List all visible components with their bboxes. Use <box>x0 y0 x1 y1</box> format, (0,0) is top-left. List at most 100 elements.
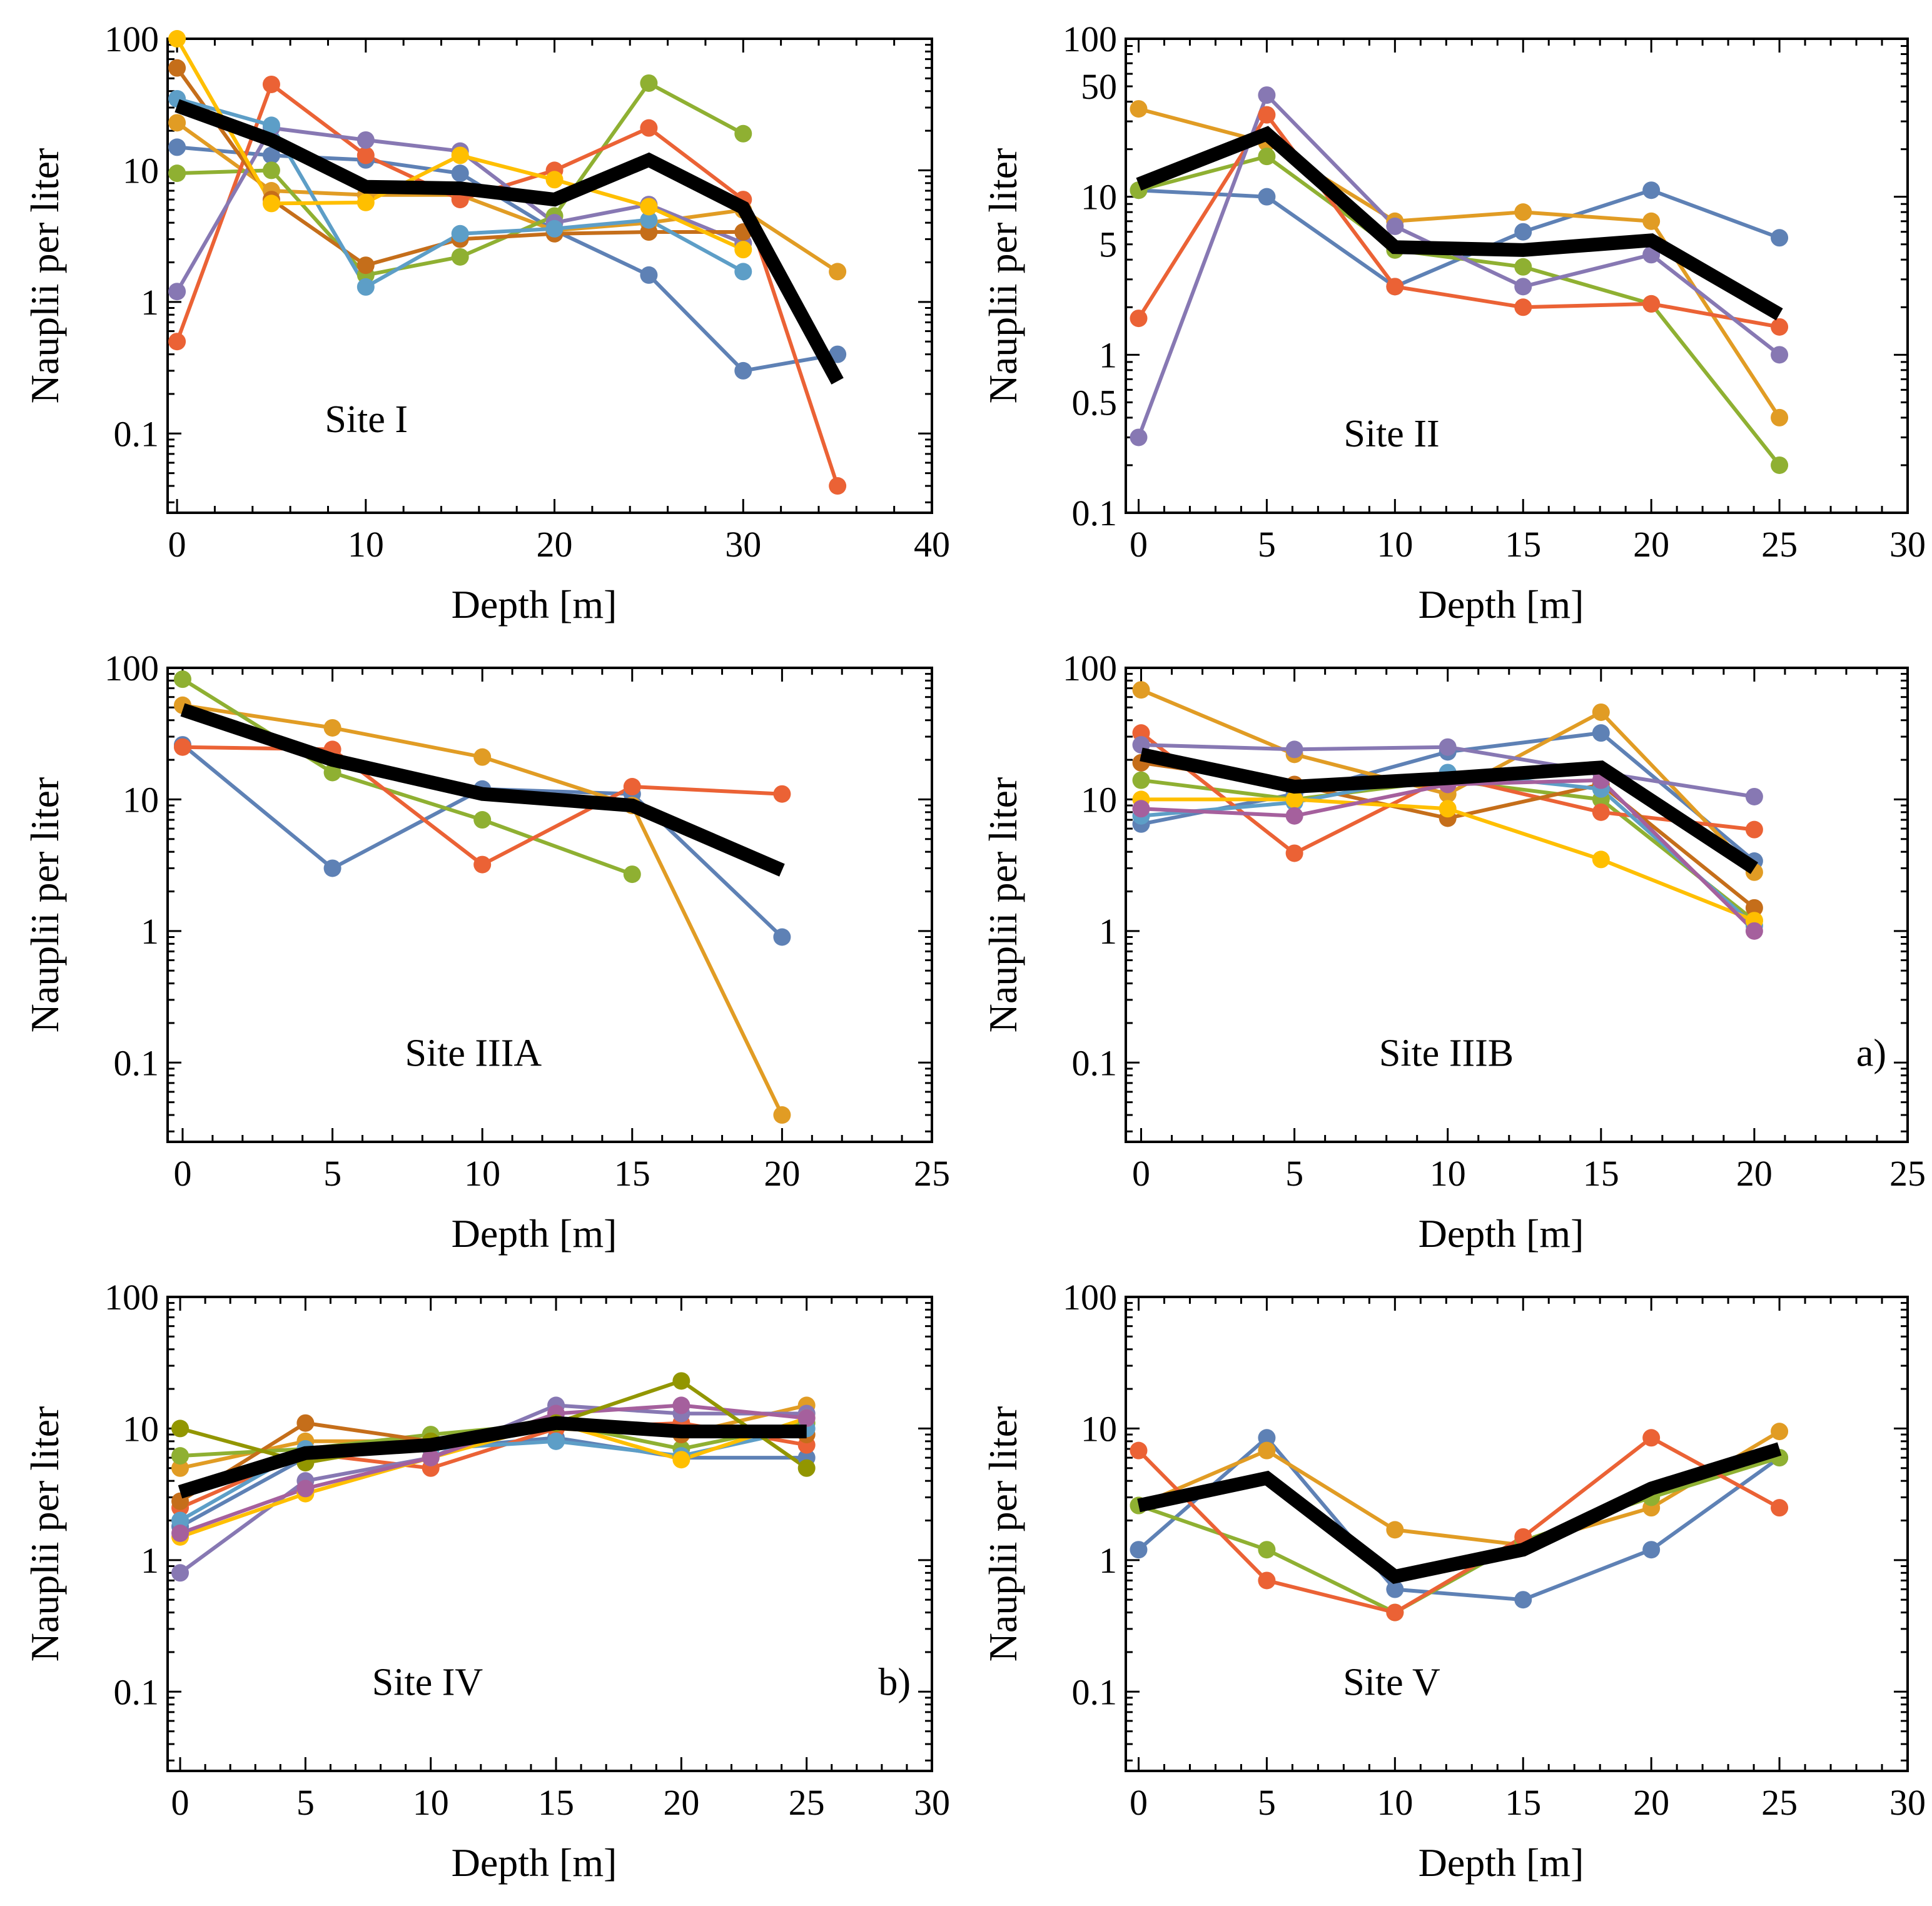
panel-1: 0 10 20 30 40 0.1 1 10 100 Depth [m] Nauplii per l… <box>23 19 950 627</box>
data-point-green <box>262 161 280 179</box>
data-point-blue <box>640 266 658 284</box>
data-point-orange <box>1771 408 1789 426</box>
data-area <box>1132 681 1763 940</box>
series-line-orange <box>1138 1430 1781 1547</box>
data-point-yellow <box>672 1451 690 1469</box>
x-tick-label: 20 <box>1633 524 1669 565</box>
x-tick-label: 5 <box>1258 1782 1276 1823</box>
data-point-blue <box>451 164 469 183</box>
x-tick-label: 20 <box>1633 1782 1669 1823</box>
y-minor-ticks <box>168 1296 932 1762</box>
data-point-orange <box>1642 212 1661 230</box>
y-tick-label: 10 <box>123 779 159 820</box>
data-point-red <box>173 738 191 756</box>
data-point-orange <box>1771 1423 1789 1441</box>
data-point-orange <box>168 114 186 132</box>
data-point-blue <box>1592 724 1610 742</box>
data-point-blue <box>773 928 791 946</box>
mean-line <box>180 703 785 877</box>
mean-line <box>178 1416 807 1499</box>
data-point-cyan <box>451 224 469 243</box>
data-point-yellow <box>451 146 469 164</box>
data-point-orange <box>773 1106 791 1124</box>
data-point-orange <box>829 263 847 281</box>
series-line-blue <box>176 145 838 373</box>
x-tick-label: 15 <box>538 1782 574 1823</box>
x-tick-label: 10 <box>464 1153 500 1194</box>
site-label: Site V <box>1343 1661 1440 1704</box>
data-point-red <box>1745 820 1763 839</box>
data-point-yellow <box>357 193 375 211</box>
data-point-red <box>640 119 658 137</box>
x-tick-label: 0 <box>168 524 186 565</box>
data-point-blue <box>1514 1591 1532 1609</box>
series-line-olive <box>180 1379 808 1470</box>
y-tick-label: 100 <box>104 19 159 59</box>
data-point-orange <box>323 719 341 737</box>
y-tick-label: 100 <box>104 1277 159 1318</box>
data-point-purple <box>168 283 186 301</box>
data-point-red <box>1771 318 1789 336</box>
x-axis-title: Depth [m] <box>452 1840 617 1885</box>
data-point-magenta <box>1745 922 1763 940</box>
data-point-brown <box>1745 899 1763 917</box>
y-tick-label: 0.1 <box>114 1042 159 1083</box>
data-point-red <box>1130 310 1148 328</box>
data-point-red <box>1642 295 1661 313</box>
y-tick-label: 1 <box>141 1540 159 1581</box>
data-point-green <box>473 811 492 829</box>
data-point-blue <box>1386 1580 1404 1598</box>
x-tick-label: 25 <box>1761 1782 1798 1823</box>
data-point-purple <box>1130 428 1148 446</box>
plot-frame <box>1125 667 1909 1143</box>
data-point-purple <box>1514 278 1532 296</box>
data-area <box>1130 1423 1789 1621</box>
data-point-purple <box>1771 346 1789 364</box>
x-tick-label: 30 <box>1889 1782 1926 1823</box>
x-tick-label: 0 <box>173 1153 191 1194</box>
data-point-cyan <box>734 263 752 281</box>
x-tick-label: 0 <box>1130 524 1148 565</box>
data-point-green <box>323 764 341 782</box>
data-point-yellow <box>1285 790 1303 809</box>
data-point-magenta <box>672 1396 690 1414</box>
x-tick-label: 25 <box>914 1153 950 1194</box>
y-minor-ticks <box>1126 667 1908 1132</box>
y-tick-label: 100 <box>1063 648 1117 688</box>
y-tick-label: 0.1 <box>114 1672 159 1712</box>
x-tick-label: 20 <box>537 524 573 565</box>
series-line-green <box>181 677 633 876</box>
data-point-purple <box>1285 740 1303 759</box>
data-point-blue <box>1642 1541 1661 1559</box>
site-label: Site IV <box>372 1661 483 1704</box>
x-tick-label: 25 <box>1889 1153 1926 1194</box>
y-tick-label: 10 <box>1081 779 1117 820</box>
y-tick-label: 1 <box>1099 1540 1117 1581</box>
data-point-cyan <box>357 278 375 296</box>
data-area <box>168 30 847 495</box>
data-point-orange <box>1514 203 1532 221</box>
x-tick-label: 10 <box>413 1782 449 1823</box>
x-tick-label: 30 <box>1889 524 1926 565</box>
y-axis-title: Nauplii per liter <box>981 777 1025 1033</box>
x-tick-label: 5 <box>296 1782 315 1823</box>
data-point-blue <box>734 361 752 380</box>
data-point-red <box>1130 1441 1148 1460</box>
data-point-green <box>623 865 641 884</box>
y-minor-ticks <box>1126 1296 1908 1762</box>
data-point-blue <box>829 345 847 363</box>
y-axis-title: Nauplii per liter <box>23 777 67 1033</box>
panel-3: 0 5 10 15 20 25 0.1 1 10 100 Depth [m] Nauplii per … <box>23 648 950 1256</box>
y-axis-title: Nauplii per liter <box>23 1406 67 1662</box>
y-tick-label: 10 <box>123 150 159 191</box>
data-point-green <box>168 164 186 183</box>
panel-tag: a) <box>1856 1032 1886 1075</box>
data-point-green <box>1258 1541 1276 1559</box>
y-tick-label: 100 <box>1063 19 1117 59</box>
y-tick-label: 0.1 <box>1072 493 1118 533</box>
data-point-orange <box>1132 681 1150 699</box>
y-tick-label: 50 <box>1081 66 1117 107</box>
data-point-brown <box>640 223 658 241</box>
data-point-yellow <box>545 171 564 189</box>
